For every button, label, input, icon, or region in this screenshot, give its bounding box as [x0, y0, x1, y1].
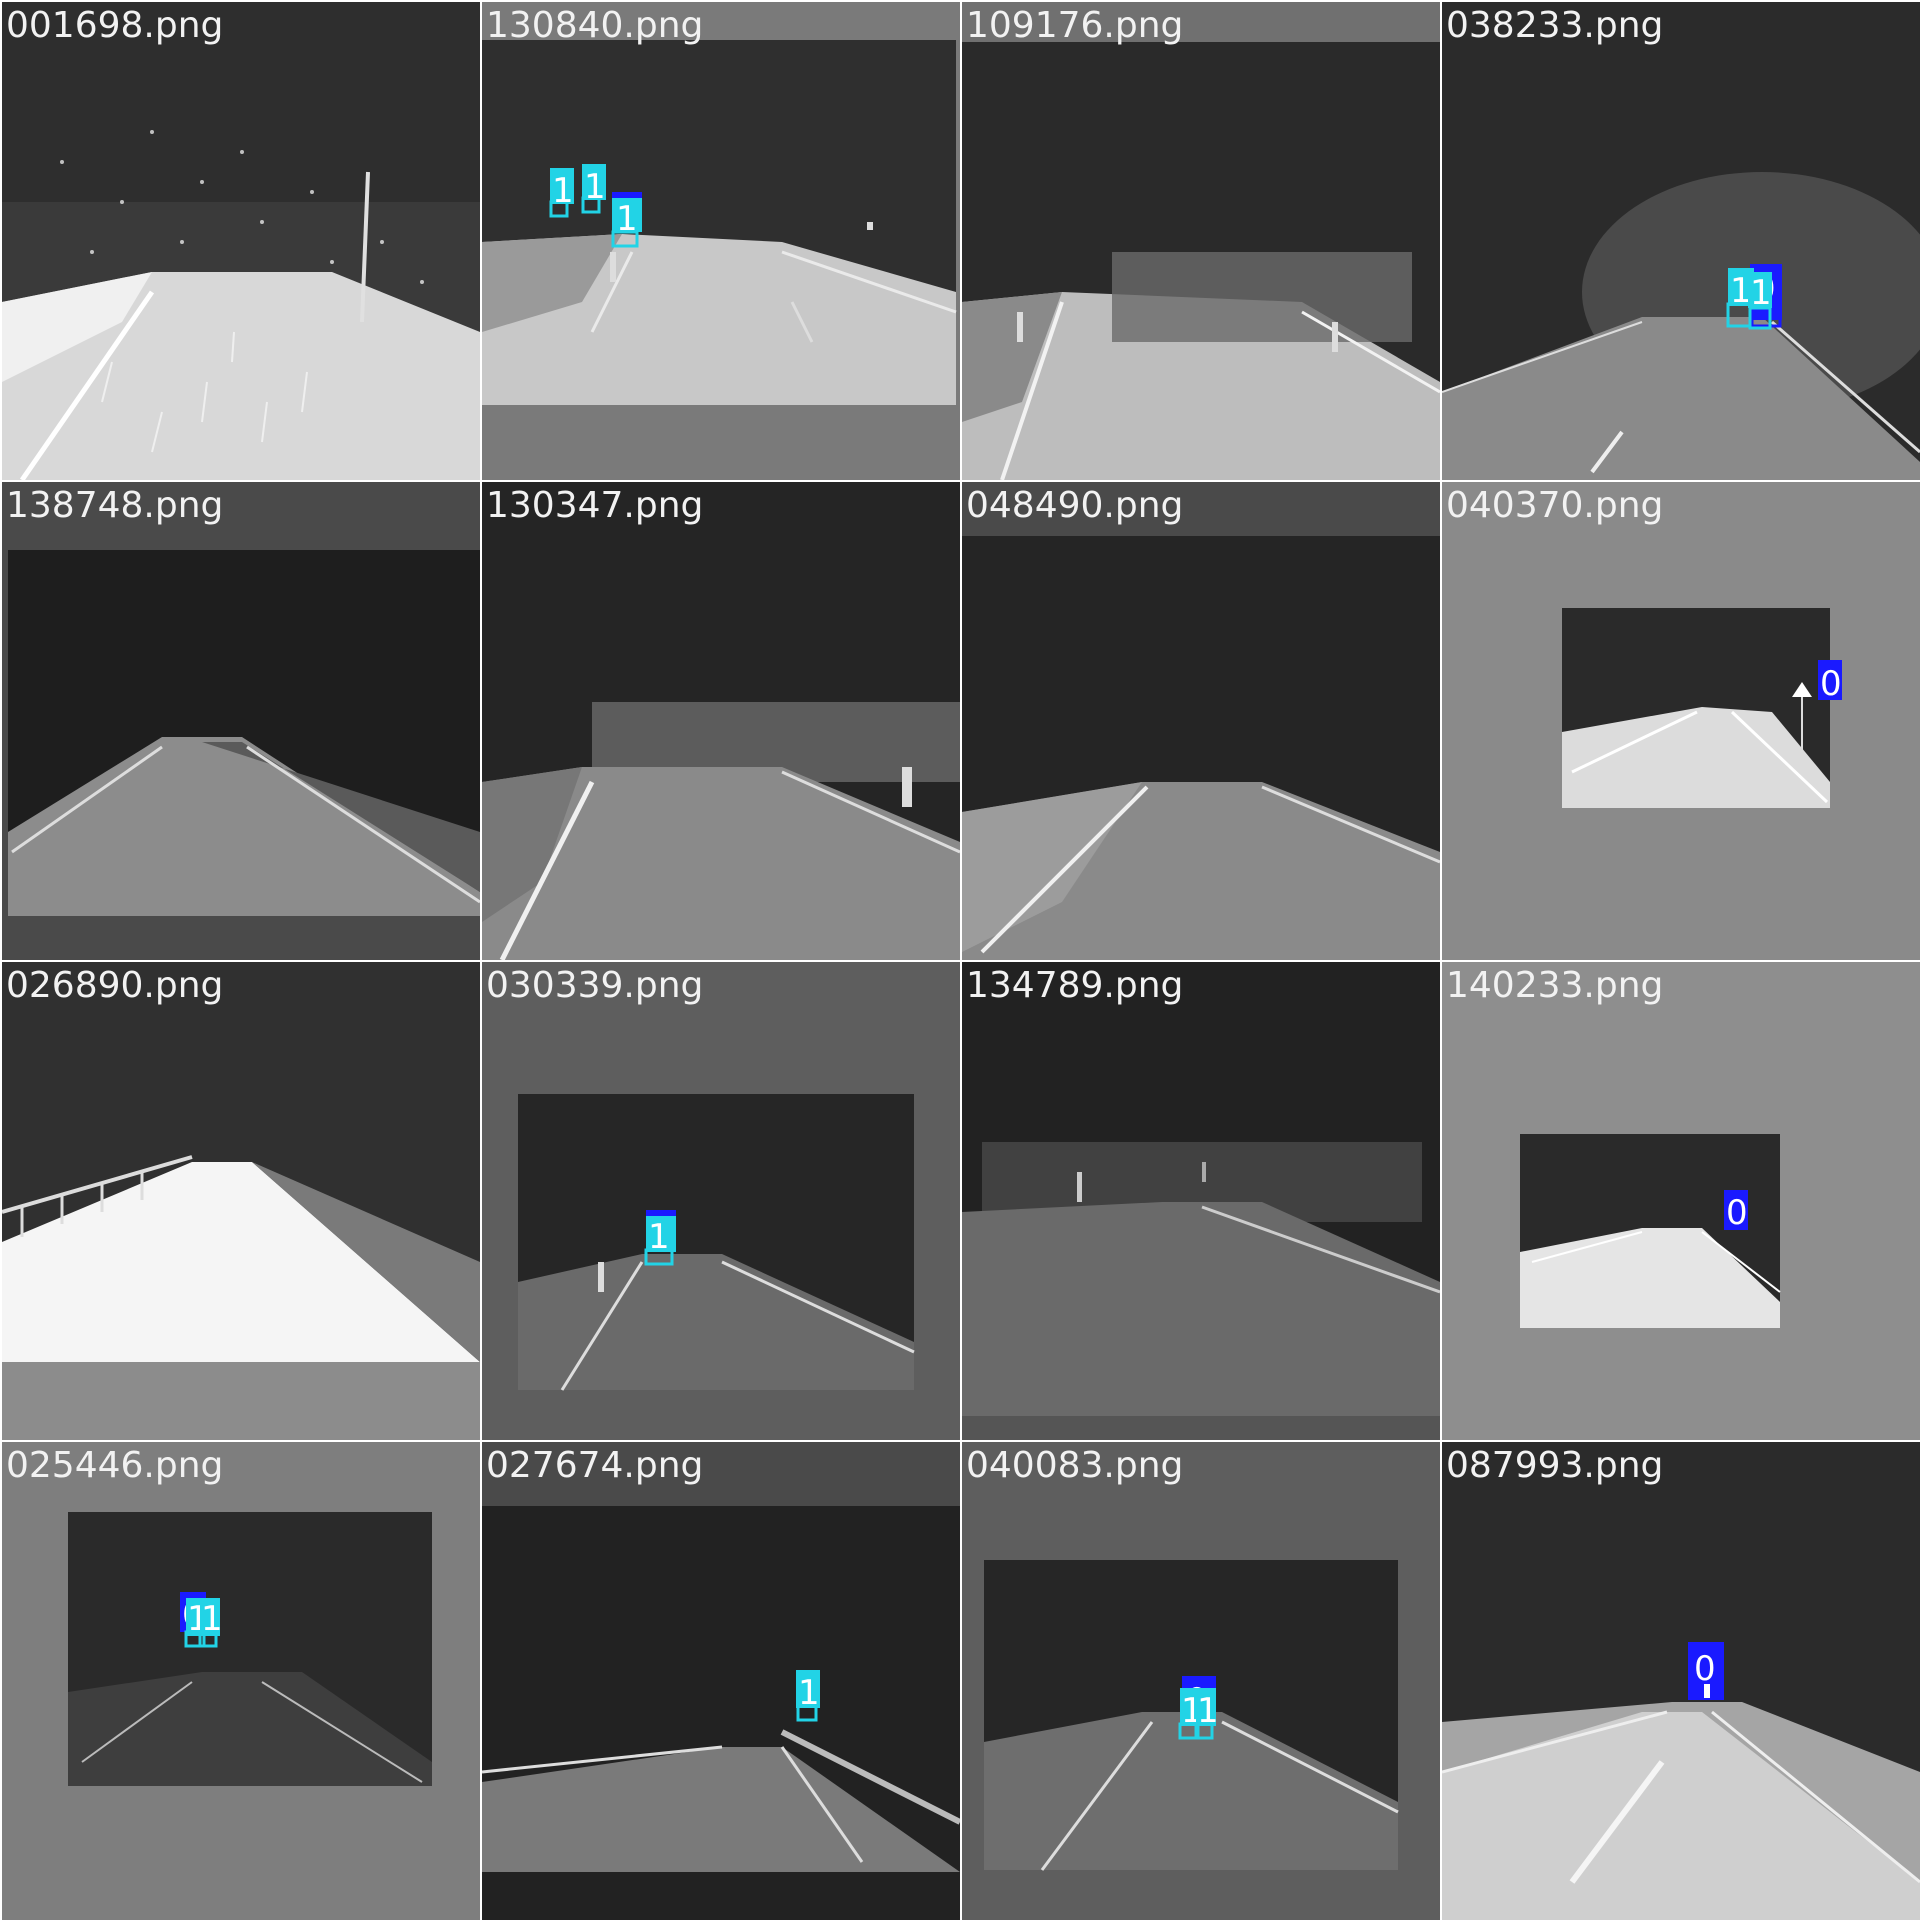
- tile-001698[interactable]: 001698.png: [2, 2, 480, 480]
- road-image-130347: [482, 482, 960, 960]
- svg-text:1: 1: [798, 1673, 820, 1713]
- filename-label: 087993.png: [1446, 1445, 1664, 1486]
- svg-text:0: 0: [1820, 664, 1842, 704]
- road-image-038233: 0 1 1: [1442, 2, 1920, 480]
- filename-label: 138748.png: [6, 485, 224, 526]
- road-image-109176: [962, 2, 1440, 480]
- filename-label: 130347.png: [486, 485, 704, 526]
- detection-box: 1: [611, 192, 642, 248]
- tile-030339[interactable]: 1 030339.png: [482, 962, 960, 1440]
- filename-label: 025446.png: [6, 1445, 224, 1486]
- detection-box: 0: [1818, 660, 1842, 704]
- road-image-001698: [2, 2, 480, 480]
- tile-130347[interactable]: 130347.png: [482, 482, 960, 960]
- tile-025446[interactable]: 0 1 1 025446.png: [2, 1442, 480, 1920]
- svg-text:1: 1: [1750, 273, 1772, 313]
- tile-027674[interactable]: 1 027674.png: [482, 1442, 960, 1920]
- filename-label: 040083.png: [966, 1445, 1184, 1486]
- filename-label: 027674.png: [486, 1445, 704, 1486]
- svg-text:1: 1: [1730, 271, 1752, 311]
- svg-text:1: 1: [584, 167, 606, 207]
- road-image-140233: 0: [1442, 962, 1920, 1440]
- detection-box: 0: [1688, 1642, 1724, 1700]
- tile-109176[interactable]: 109176.png: [962, 2, 1440, 480]
- svg-text:1: 1: [201, 1599, 223, 1639]
- tile-134789[interactable]: 134789.png: [962, 962, 1440, 1440]
- tile-138748[interactable]: 138748.png: [2, 482, 480, 960]
- filename-label: 040370.png: [1446, 485, 1664, 526]
- svg-text:0: 0: [1726, 1193, 1748, 1233]
- filename-label: 130840.png: [486, 5, 704, 46]
- road-image-048490: [962, 482, 1440, 960]
- tile-140233[interactable]: 0 140233.png: [1442, 962, 1920, 1440]
- filename-label: 109176.png: [966, 5, 1184, 46]
- road-image-025446: 0 1 1: [2, 1442, 480, 1920]
- detection-box: 1: [581, 164, 606, 214]
- detection-box: 0: [1724, 1190, 1748, 1233]
- tile-040083[interactable]: 0 1 1 040083.png: [962, 1442, 1440, 1920]
- svg-text:0: 0: [1694, 1649, 1716, 1689]
- tile-038233[interactable]: 0 1 1 038233.png: [1442, 2, 1920, 480]
- filename-label: 048490.png: [966, 485, 1184, 526]
- svg-text:1: 1: [552, 171, 574, 211]
- svg-text:1: 1: [648, 1217, 670, 1257]
- svg-text:1: 1: [616, 199, 638, 239]
- filename-label: 134789.png: [966, 965, 1184, 1006]
- detection-box: 1: [644, 1210, 676, 1266]
- road-image-040083: 0 1 1: [962, 1442, 1440, 1920]
- road-image-138748: [2, 482, 480, 960]
- road-image-134789: [962, 962, 1440, 1440]
- road-image-027674: 1: [482, 1442, 960, 1920]
- detection-box: 1: [796, 1670, 820, 1722]
- filename-label: 030339.png: [486, 965, 704, 1006]
- road-image-040370: 0: [1442, 482, 1920, 960]
- road-image-026890: [2, 962, 480, 1440]
- tile-130840[interactable]: 1 1 1 130840.png: [482, 2, 960, 480]
- detection-box: 1: [549, 168, 574, 218]
- road-image-087993: 0: [1442, 1442, 1920, 1920]
- tile-040370[interactable]: 0 040370.png: [1442, 482, 1920, 960]
- tile-087993[interactable]: 0 087993.png: [1442, 1442, 1920, 1920]
- detection-box: 1: [198, 1598, 223, 1648]
- tile-026890[interactable]: 026890.png: [2, 962, 480, 1440]
- svg-text:1: 1: [1197, 1691, 1219, 1731]
- road-image-030339: 1: [482, 962, 960, 1440]
- filename-label: 038233.png: [1446, 5, 1664, 46]
- filename-label: 140233.png: [1446, 965, 1664, 1006]
- filename-label: 001698.png: [6, 5, 224, 46]
- tile-048490[interactable]: 048490.png: [962, 482, 1440, 960]
- road-image-130840: 1 1 1: [482, 2, 960, 480]
- detection-box: 1: [1748, 272, 1772, 330]
- detection-box: 1: [1194, 1688, 1219, 1740]
- filename-label: 026890.png: [6, 965, 224, 1006]
